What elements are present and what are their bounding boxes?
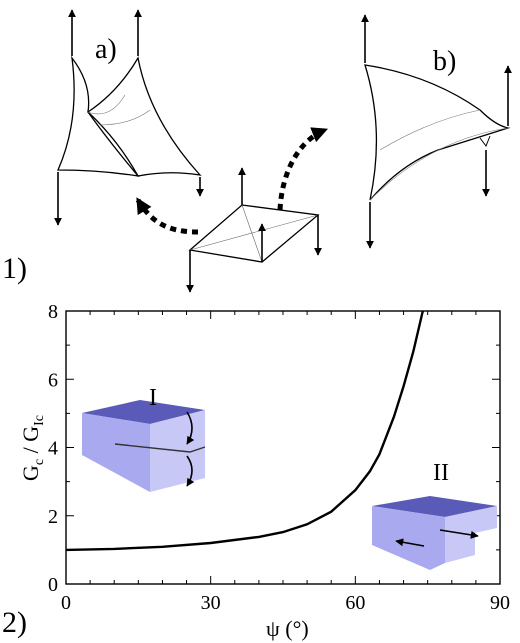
sketch-b: [361, 14, 512, 249]
panel-label-2: 2): [2, 606, 27, 639]
x-tick-label: 90: [490, 592, 510, 614]
sub-label-a: a): [95, 34, 117, 65]
panel-label-1: 1): [2, 252, 27, 285]
series-line: [65, 310, 424, 552]
x-tick-label: 60: [345, 592, 365, 614]
inset-mode-I: [82, 400, 206, 492]
x-tick-label: 0: [61, 592, 71, 614]
inset-mode-II: [372, 496, 497, 570]
sketch-a: [54, 9, 204, 226]
x-tick-label: 30: [201, 592, 221, 614]
x-axis-label: ψ (°): [266, 616, 309, 641]
inset-label-I: I: [149, 385, 157, 411]
y-tick-label: 6: [48, 369, 58, 391]
y-tick-label: 0: [48, 574, 58, 596]
y-axis-label: Gc / GIc: [18, 415, 47, 481]
axis-ticks: 0 30 60 90 0 2 4 6 8: [48, 301, 510, 614]
chart: 0 30 60 90 0 2 4 6 8 I II ψ (°) Gc / GIc: [18, 301, 510, 641]
y-tick-label: 4: [48, 438, 58, 460]
panel-1-sketch: [54, 9, 512, 293]
inset-label-II: II: [433, 460, 449, 486]
central-element: [186, 167, 322, 293]
y-tick-label: 8: [48, 301, 58, 323]
y-tick-label: 2: [48, 506, 58, 528]
dashed-arrow-to-a: [135, 197, 199, 235]
dashed-arrow-to-b: [277, 127, 328, 211]
sub-label-b: b): [433, 46, 456, 77]
